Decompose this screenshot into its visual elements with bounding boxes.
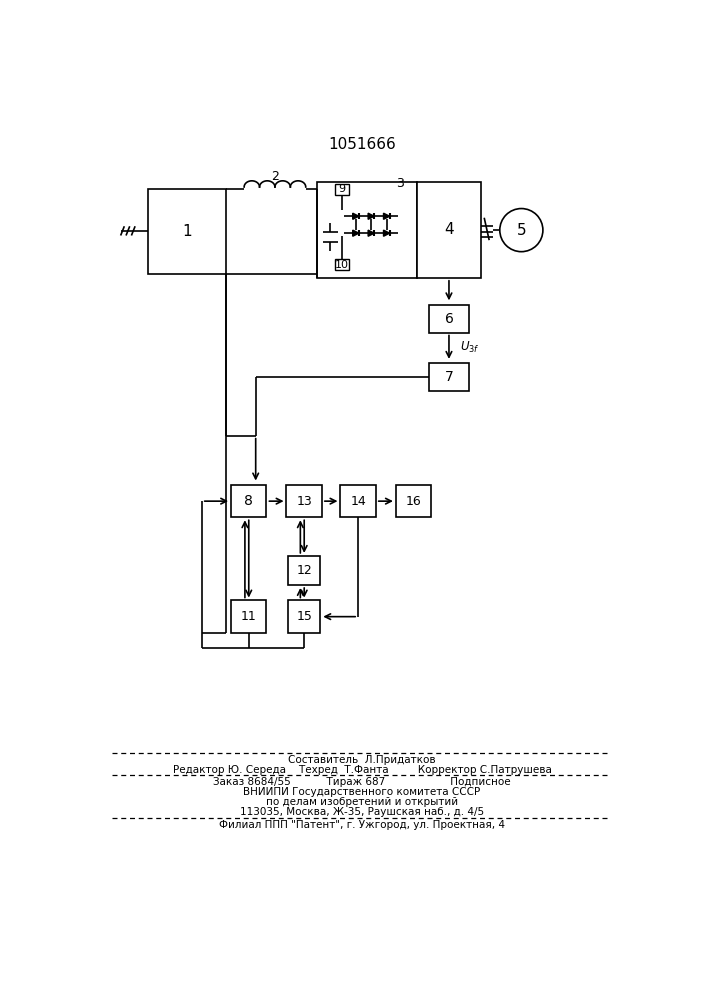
Text: 14: 14 xyxy=(350,495,366,508)
Text: Филиал ППП "Патент", г. Ужгород, ул. Проектная, 4: Филиал ППП "Патент", г. Ужгород, ул. Про… xyxy=(219,820,505,830)
Text: 2: 2 xyxy=(271,170,279,183)
Polygon shape xyxy=(353,213,359,219)
Text: 6: 6 xyxy=(445,312,453,326)
Text: 5: 5 xyxy=(517,223,526,238)
Bar xyxy=(288,600,320,633)
Bar xyxy=(148,189,226,274)
Bar xyxy=(429,363,469,391)
Text: 3: 3 xyxy=(397,177,404,190)
Bar xyxy=(335,184,349,195)
Text: 7: 7 xyxy=(445,370,453,384)
Bar xyxy=(231,600,267,633)
Bar xyxy=(231,485,267,517)
Polygon shape xyxy=(383,230,390,236)
Polygon shape xyxy=(353,230,359,236)
Text: Заказ 8684/55           Тираж 687                    Подписное: Заказ 8684/55 Тираж 687 Подписное xyxy=(213,777,510,787)
Text: ВНИИПИ Государственного комитета СССР: ВНИИПИ Государственного комитета СССР xyxy=(243,787,481,797)
Text: 11: 11 xyxy=(241,610,257,623)
Text: Редактор Ю. Середа    Техред  Т.Фанта         Корректор С.Патрушева: Редактор Ю. Середа Техред Т.Фанта Коррек… xyxy=(173,765,551,775)
Text: 9: 9 xyxy=(339,184,346,194)
Text: 10: 10 xyxy=(335,260,349,270)
Text: 113035, Москва, Ж-35, Раушская наб., д. 4/5: 113035, Москва, Ж-35, Раушская наб., д. … xyxy=(240,807,484,817)
Text: 13: 13 xyxy=(296,495,312,508)
Text: 12: 12 xyxy=(296,564,312,577)
Bar xyxy=(288,556,320,585)
Text: $U_{3f}$: $U_{3f}$ xyxy=(460,340,479,355)
Polygon shape xyxy=(368,230,374,236)
Text: Составитель  Л.Придатков: Составитель Л.Придатков xyxy=(288,755,436,765)
Bar xyxy=(429,305,469,333)
Bar xyxy=(335,259,349,270)
Bar xyxy=(317,182,417,278)
Text: 1051666: 1051666 xyxy=(328,137,396,152)
Text: 8: 8 xyxy=(245,494,253,508)
Bar xyxy=(340,485,376,517)
Text: 15: 15 xyxy=(296,610,312,623)
Text: 1: 1 xyxy=(182,224,192,239)
Bar xyxy=(417,182,481,278)
Polygon shape xyxy=(368,213,374,219)
Bar xyxy=(286,485,322,517)
Text: по делам изобретений и открытий: по делам изобретений и открытий xyxy=(266,797,458,807)
Polygon shape xyxy=(383,213,390,219)
Bar xyxy=(396,485,431,517)
Text: 16: 16 xyxy=(406,495,421,508)
Text: 4: 4 xyxy=(444,222,454,237)
